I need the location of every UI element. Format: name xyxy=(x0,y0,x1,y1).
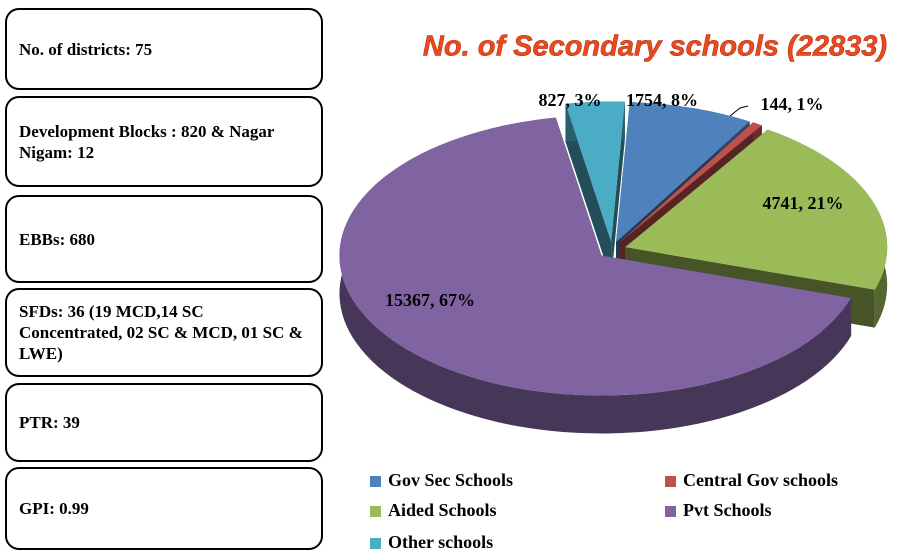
info-box: EBBs: 680 xyxy=(5,195,323,283)
info-text: No. of districts: 75 xyxy=(19,39,153,59)
chart-title: No. of Secondary schools (22833) xyxy=(423,31,887,63)
leader-line xyxy=(729,105,749,117)
info-box: No. of districts: 75 xyxy=(5,8,323,90)
slice-edge xyxy=(565,103,612,280)
info-box: GPI: 0.99 xyxy=(5,467,323,550)
info-text: PTR: 39 xyxy=(19,413,80,432)
info-text: GPI: 0.99 xyxy=(19,499,89,518)
legend-label: Gov Sec Schools xyxy=(388,470,513,490)
legend-label: Aided Schools xyxy=(388,500,497,520)
legend-swatch xyxy=(370,476,381,487)
legend-swatch xyxy=(370,538,381,549)
info-box: PTR: 39 xyxy=(5,383,323,462)
pie-slice xyxy=(565,101,625,242)
legend-swatch xyxy=(665,476,676,487)
data-label: 4741, 21% xyxy=(763,193,844,213)
slice-edge xyxy=(611,101,625,280)
pie-slice xyxy=(339,117,852,396)
data-label: 1754, 8% xyxy=(626,90,698,110)
legend-swatch xyxy=(665,506,676,517)
legend-label: Central Gov schools xyxy=(683,470,838,490)
info-box: SFDs: 36 (19 MCD,14 SC Concentrated, 02 … xyxy=(5,288,323,377)
info-box: Development Blocks : 820 & Nagar Nigam: … xyxy=(5,96,323,187)
pie-slice xyxy=(619,122,762,243)
legend-label: Pvt Schools xyxy=(683,500,772,520)
pie-slice xyxy=(616,102,750,242)
pie-tops xyxy=(339,101,888,396)
info-text: Development Blocks : 820 & Nagar Nigam: … xyxy=(19,121,275,162)
data-label: 144, 1% xyxy=(761,94,824,114)
data-label: 15367, 67% xyxy=(385,290,475,310)
info-text: EBBs: 680 xyxy=(19,229,96,249)
legend-swatch xyxy=(370,506,381,517)
pie-slice xyxy=(625,129,888,290)
data-label: 827, 3% xyxy=(539,90,602,110)
info-text: SFDs: 36 (19 MCD,14 SC Concentrated, 02 … xyxy=(19,302,303,363)
legend-label: Other schools xyxy=(388,532,493,552)
